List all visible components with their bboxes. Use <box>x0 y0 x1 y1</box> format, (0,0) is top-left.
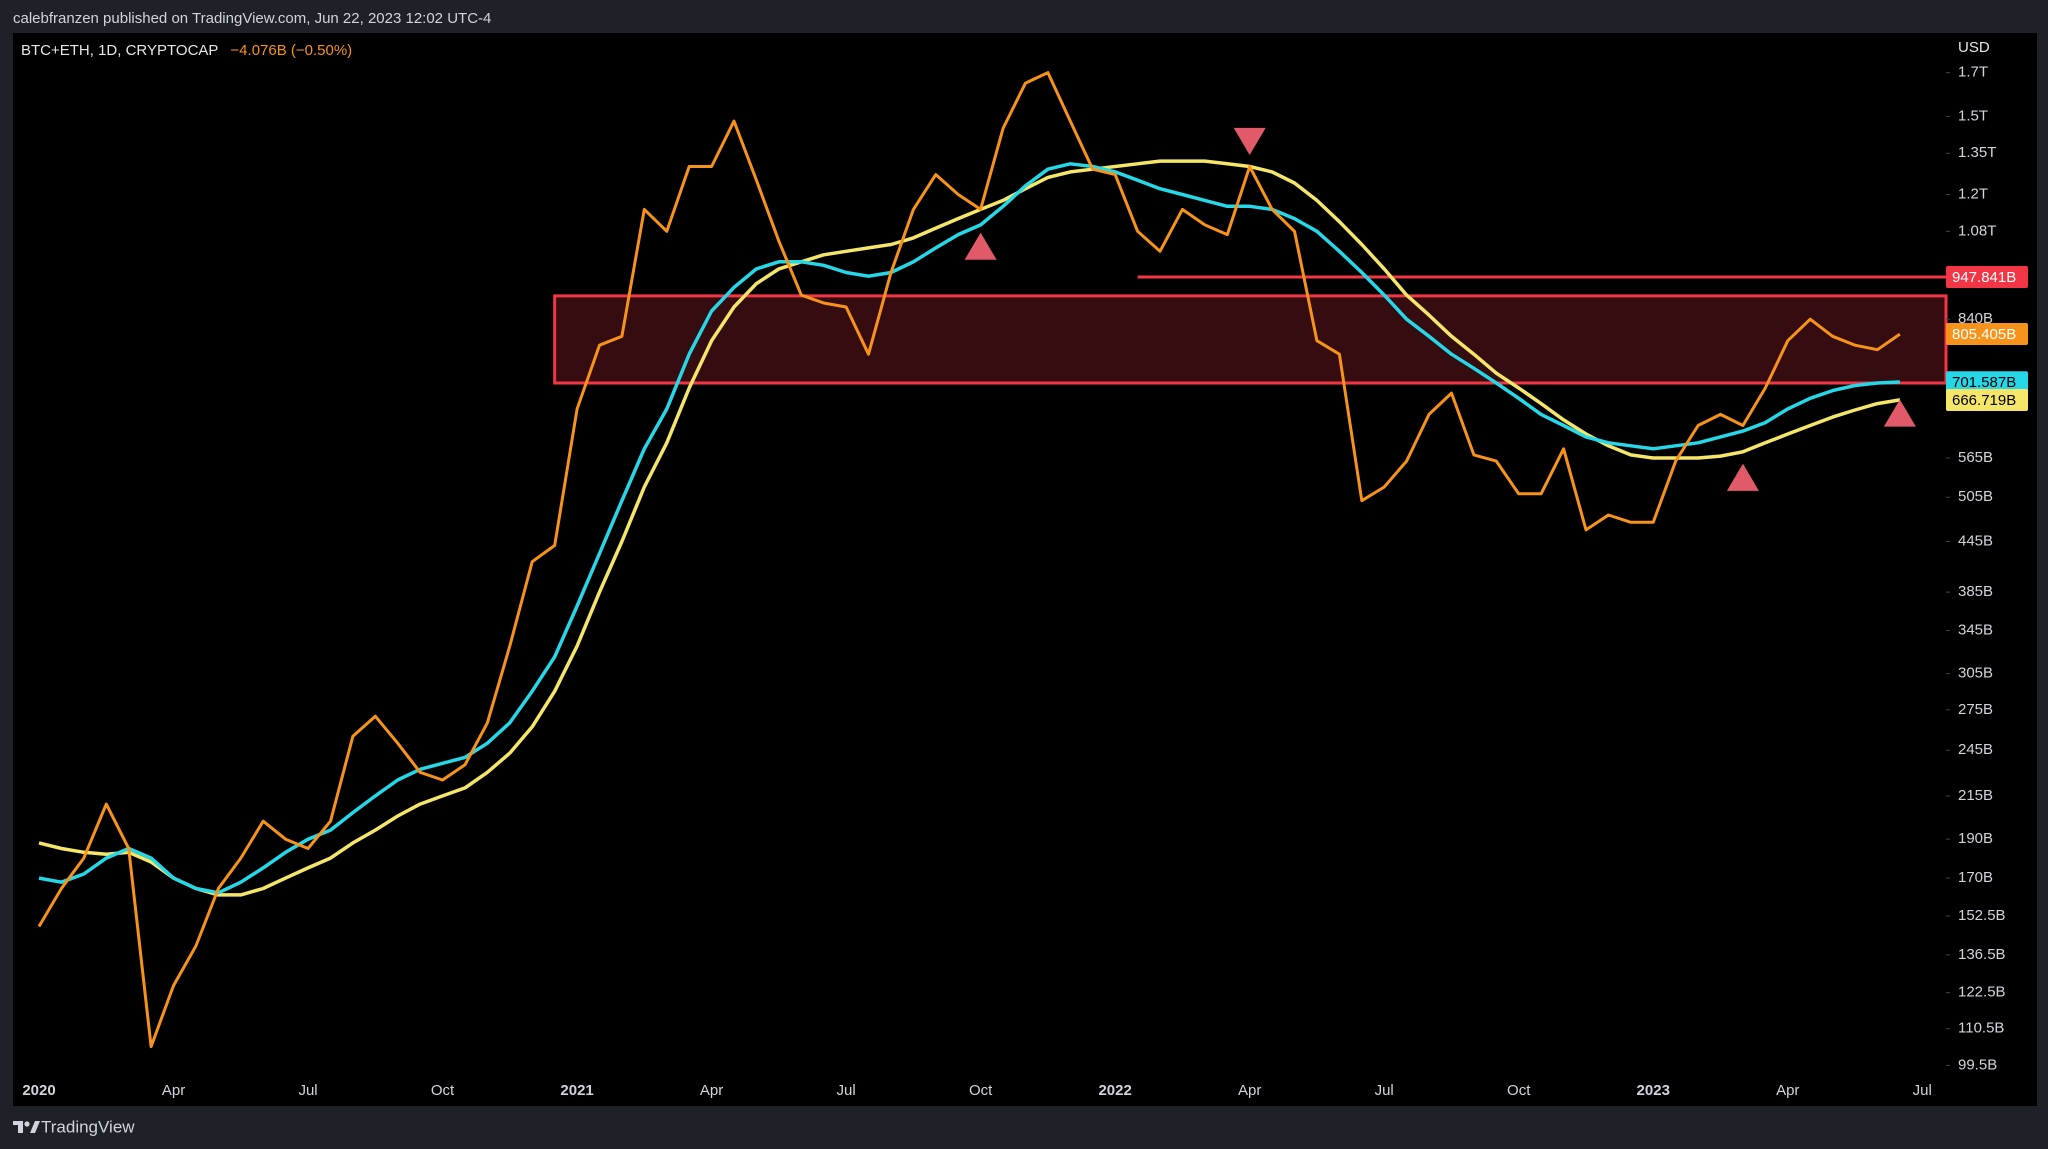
x-tick-label: Apr <box>1238 1082 1261 1099</box>
x-tick-label: Apr <box>162 1082 185 1099</box>
tradingview-logo <box>13 1121 40 1133</box>
y-tick-label: 275B <box>1958 701 1993 718</box>
y-tick-label: 345B <box>1958 621 1993 638</box>
x-tick-label: Oct <box>969 1082 993 1099</box>
x-tick-label: 2021 <box>560 1082 593 1099</box>
brand: TradingView <box>41 1117 135 1136</box>
y-tick-label: 505B <box>1958 488 1993 505</box>
symbol-label: BTC+ETH, 1D, CRYPTOCAP <box>21 42 218 59</box>
x-tick-label: 2020 <box>22 1082 55 1099</box>
y-tick-label: 110.5B <box>1958 1020 2004 1037</box>
price-badge-label: 666.719B <box>1952 392 2016 409</box>
signal-marker <box>1883 399 1916 427</box>
plot-area: 99.5B 110.5B 122.5B 136.5B 152.5B 170B 190B 215… <box>22 64 2028 1099</box>
y-tick-label: 170B <box>1958 869 1993 886</box>
price-badge <box>1946 322 2028 345</box>
y-tick-label: 122.5B <box>1958 984 2006 1001</box>
x-tick-label: Jul <box>298 1082 317 1099</box>
publish-info: calebfranzen published on TradingView.co… <box>13 10 491 27</box>
price-badge-label: 805.405B <box>1952 326 2016 343</box>
price-badge <box>1946 389 2028 412</box>
y-tick-label: 305B <box>1958 665 1993 682</box>
signal-marker <box>1233 127 1266 156</box>
x-tick-label: 2022 <box>1098 1082 1131 1099</box>
x-tick-label: Jul <box>837 1082 856 1099</box>
y-tick-label: 1.08T <box>1958 222 1996 239</box>
x-tick-label: Jul <box>1913 1082 1932 1099</box>
y-tick-label: 1.5T <box>1958 107 1988 124</box>
price-badge-label: 947.841B <box>1952 269 2016 286</box>
price-badge-label: 701.587B <box>1952 374 2016 391</box>
series-line <box>38 162 1900 895</box>
x-tick-label: Jul <box>1375 1082 1394 1099</box>
y-tick-label: 152.5B <box>1958 907 2006 924</box>
x-tick-label: Apr <box>1776 1082 1799 1099</box>
price-badge <box>1946 371 2028 394</box>
y-tick-label: 565B <box>1958 449 1993 466</box>
y-tick-label: 385B <box>1958 583 1993 600</box>
series-line <box>38 159 1901 897</box>
signal-marker <box>964 232 997 260</box>
y-tick-label: 215B <box>1958 787 1993 804</box>
currency-label: USD <box>1958 39 1990 56</box>
price-badge <box>1946 265 2028 288</box>
y-tick-label: 445B <box>1958 532 1993 549</box>
signal-marker <box>1726 463 1759 491</box>
y-tick-label: 99.5B <box>1958 1056 1997 1073</box>
y-tick-label: 1.2T <box>1958 185 1988 202</box>
series-line <box>37 71 1901 1049</box>
x-tick-label: Apr <box>700 1082 723 1099</box>
change-label: −4.076B (−0.50%) <box>230 42 352 59</box>
chart-panel <box>13 33 2037 1106</box>
y-tick-label: 136.5B <box>1958 946 2006 963</box>
y-tick-label: 190B <box>1958 830 1993 847</box>
x-tick-label: Oct <box>1507 1082 1531 1099</box>
x-tick-label: Oct <box>431 1082 455 1099</box>
y-tick-label: 1.7T <box>1958 64 1988 81</box>
resistance-zone <box>553 294 1948 385</box>
x-tick-label: 2023 <box>1637 1082 1670 1099</box>
y-tick-label: 245B <box>1958 741 1993 758</box>
y-tick-label: 1.35T <box>1958 144 1996 161</box>
